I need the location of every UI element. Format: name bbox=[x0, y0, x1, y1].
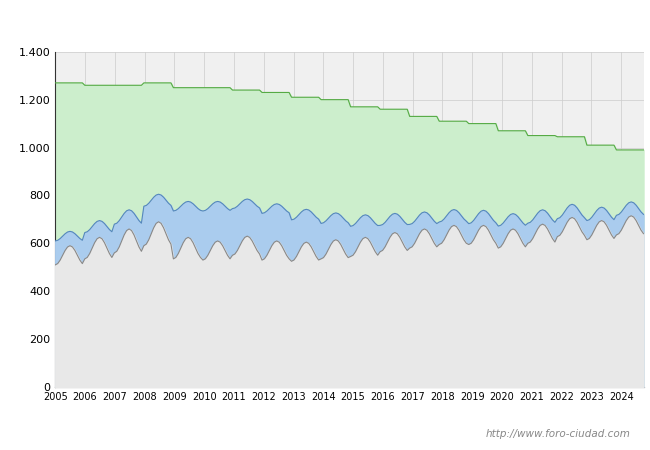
Text: http://www.foro-ciudad.com: http://www.foro-ciudad.com bbox=[486, 429, 630, 439]
Text: Piedrahíta - Evolucion de la poblacion en edad de Trabajar Septiembre de 2024: Piedrahíta - Evolucion de la poblacion e… bbox=[0, 16, 650, 32]
